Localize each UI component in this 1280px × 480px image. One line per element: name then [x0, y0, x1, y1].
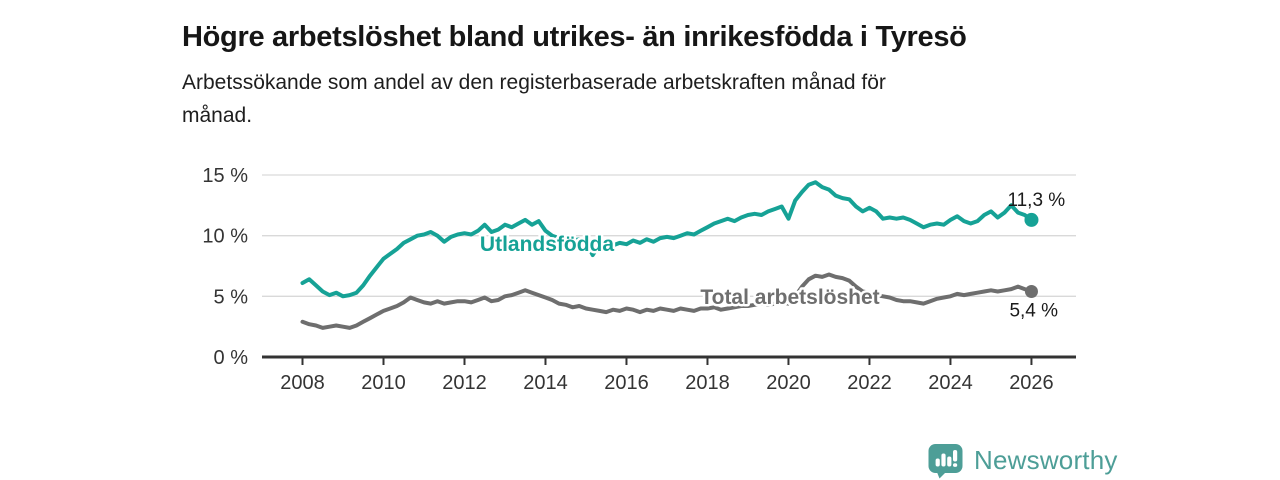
series-end-value-label: 11,3 %	[1007, 190, 1065, 211]
chart-subtitle: Arbetssökande som andel av den registerb…	[182, 66, 1082, 132]
series-end-value-label: 5,4 %	[1009, 300, 1058, 321]
x-tick-label: 2018	[685, 372, 730, 394]
series-line-utlandsfodda	[300, 180, 1034, 299]
x-tick-label: 2012	[442, 372, 487, 394]
end-annotations: 11,3 % 5,4 %	[1007, 190, 1065, 322]
x-tick-label: 2020	[766, 372, 811, 394]
x-tick-label: 2024	[928, 372, 973, 394]
y-axis-labels: 0 % 5 % 10 % 15 %	[202, 165, 248, 369]
series-line-total	[300, 272, 1034, 330]
series-inline-labels: Utlandsfödda Total arbetslöshet	[477, 231, 882, 312]
newsworthy-wordmark: Newsworthy	[974, 444, 1118, 475]
x-tick-label: 2010	[361, 372, 406, 394]
newsworthy-bar-chart-bubble-icon	[928, 444, 963, 479]
y-tick-label: 0 %	[214, 347, 249, 369]
series-lines	[300, 180, 1034, 330]
chart-subtitle-line-1: Arbetssökande som andel av den registerb…	[182, 71, 886, 94]
gridlines	[262, 174, 1076, 359]
y-tick-label: 10 %	[202, 226, 248, 248]
x-tick-label: 2026	[1009, 372, 1054, 394]
chart-subtitle-line-2: månad.	[182, 104, 253, 127]
y-tick-label: 5 %	[214, 286, 249, 308]
x-tick-label: 2014	[523, 372, 568, 394]
x-tick-label: 2016	[604, 372, 649, 394]
x-axis: 2008 2010 2012 2014 2016 2018 2020 2022 2024 2026	[280, 358, 1054, 394]
x-tick-label: 2022	[847, 372, 892, 394]
series-end-dot	[1024, 284, 1038, 298]
x-tick-label: 2008	[280, 372, 325, 394]
newsworthy-logo: Newsworthy	[927, 441, 1118, 479]
chart-title: Högre arbetslöshet bland utrikes- än inr…	[182, 21, 967, 54]
series-end-dot	[1024, 212, 1039, 227]
series-inline-label: Total arbetslöshet	[700, 286, 879, 309]
series-inline-label: Utlandsfödda	[480, 233, 614, 256]
y-tick-label: 15 %	[202, 165, 248, 187]
